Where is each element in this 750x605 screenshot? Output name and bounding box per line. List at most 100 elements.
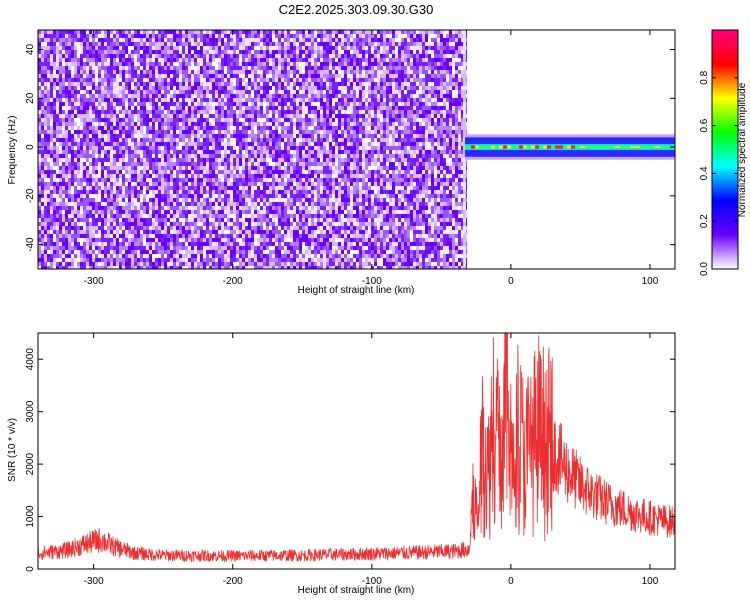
spectrogram-cell [209,242,212,246]
spectrogram-cell [233,150,236,154]
spectrogram-cell [164,106,167,110]
spectrogram-cell [125,34,128,38]
spectrogram-cell [215,150,218,154]
spectrogram-cell [107,38,110,42]
spectrogram-cell [287,222,290,226]
spectrogram-cell [149,254,152,258]
spectrogram-cell [59,226,62,230]
spectrogram-cell [272,158,275,162]
spectrogram-cell [248,242,251,246]
spectrogram-cell [107,102,110,106]
spectrogram-cell [305,234,308,238]
spectrogram-cell [206,214,209,218]
spectrogram-cell [161,162,164,166]
spectrogram-cell [227,238,230,242]
spectrogram-cell [293,178,296,182]
spectrogram-cell [272,106,275,110]
spectrogram-cell [170,254,173,258]
spectrogram-cell [167,130,170,134]
spectrogram-cell [131,98,134,102]
spectrogram-cell [38,94,41,98]
spectrogram-cell [287,182,290,186]
spectrogram-cell [155,54,158,58]
spectrogram-cell [245,34,248,38]
spectrogram-cell [236,170,239,174]
spectrogram-cell [140,214,143,218]
spectrogram-cell [143,122,146,126]
spectrogram-cell [47,70,50,74]
spectrogram-cell [116,98,119,102]
spectrogram-cell [38,118,41,122]
spectrogram-cell [305,118,308,122]
spectrogram-cell [218,202,221,206]
spectrogram-cell [182,174,185,178]
spectrogram-cell [251,46,254,50]
spectrogram-cell [47,66,50,70]
spectrogram-cell [113,78,116,82]
spectrogram-cell [68,114,71,118]
spectrogram-cell [188,202,191,206]
spectrogram-cell [173,154,176,158]
spectrogram-cell [266,58,269,62]
spectrogram-cell [164,166,167,170]
spectrogram-cell [128,226,131,230]
spectrogram-cell [98,186,101,190]
spectrogram-cell [296,38,299,42]
spectrogram-cell [251,254,254,258]
spectrogram-cell [74,130,77,134]
spectrogram-cell [161,82,164,86]
spectrogram-cell [95,186,98,190]
spectrogram-cell [176,146,179,150]
spectrogram-cell [206,94,209,98]
spectrogram-cell [233,186,236,190]
spectrogram-cell [170,130,173,134]
spectrogram-cell [173,210,176,214]
spectrogram-cell [308,90,311,94]
spectrogram-cell [65,190,68,194]
spectrogram-cell [134,186,137,190]
spectrogram-cell [194,74,197,78]
spectrogram-cell [197,150,200,154]
spectrogram-cell [188,242,191,246]
spectrogram-cell [212,82,215,86]
spectrogram-cell [161,246,164,250]
spectrogram-cell [224,142,227,146]
spectrogram-cell [44,66,47,70]
spectrogram-cell [137,114,140,118]
spectrogram-cell [62,118,65,122]
spectrogram-cell [296,58,299,62]
spectrogram-cell [41,234,44,238]
spectrogram-cell [62,102,65,106]
spectrogram-cell [71,170,74,174]
spectrogram-cell [47,38,50,42]
spectrogram-cell [230,58,233,62]
spectrogram-cell [143,38,146,42]
spectrogram-cell [53,226,56,230]
spectrogram-cell [257,254,260,258]
spectrogram-cell [281,206,284,210]
spectrogram-cell [197,118,200,122]
spectrogram-cell [134,206,137,210]
spectrogram-cell [89,182,92,186]
spectrogram-cell [287,190,290,194]
spectrogram-cell [179,138,182,142]
spectrogram-cell [119,118,122,122]
spectrogram-cell [143,206,146,210]
spectrogram-cell [299,246,302,250]
spectrogram-cell [200,154,203,158]
spectrogram-cell [167,206,170,210]
spectrogram-cell [92,182,95,186]
spectrogram-cell [140,118,143,122]
spectrogram-cell [173,98,176,102]
spectrogram-cell [203,66,206,70]
spectrogram-cell [53,102,56,106]
spectrogram-cell [242,250,245,254]
spectrogram-cell [284,170,287,174]
spectrogram-cell [56,202,59,206]
spectrogram-cell [62,66,65,70]
spectrogram-cell [158,266,161,269]
spectrogram-cell [56,254,59,258]
spectrogram-cell [107,134,110,138]
spectrogram-cell [41,154,44,158]
spectrogram-cell [275,190,278,194]
